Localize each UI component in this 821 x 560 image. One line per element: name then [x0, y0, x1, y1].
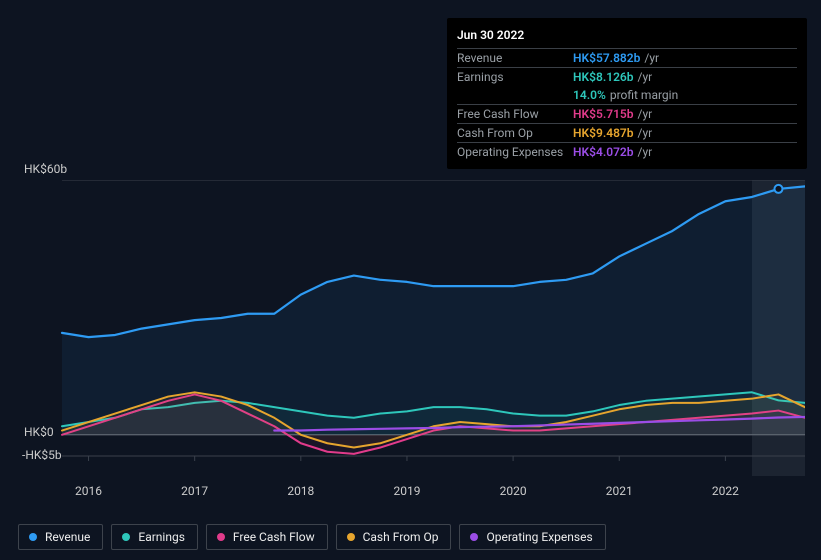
tooltip-row: Operating ExpensesHK$4.072b/yr	[457, 143, 797, 161]
legend-item[interactable]: Operating Expenses	[459, 524, 605, 550]
legend-item[interactable]: Free Cash Flow	[206, 524, 328, 550]
legend-label: Cash From Op	[363, 530, 439, 544]
tooltip-suffix: /yr	[644, 51, 659, 65]
tooltip-date: Jun 30 2022	[457, 24, 797, 48]
tooltip-label: Operating Expenses	[457, 145, 573, 159]
legend-item[interactable]: Revenue	[18, 524, 103, 550]
legend-dot-icon	[29, 533, 37, 541]
y-axis-label-top: HK$60b	[24, 162, 67, 176]
tooltip-suffix: /yr	[638, 107, 653, 121]
legend-item[interactable]: Earnings	[111, 524, 198, 550]
tooltip-value: HK$4.072b	[573, 145, 634, 159]
tooltip-row: Cash From OpHK$9.487b/yr	[457, 124, 797, 142]
legend-label: Earnings	[138, 530, 185, 544]
tooltip-value: HK$9.487b	[573, 126, 634, 140]
x-axis-label: 2022	[712, 484, 739, 498]
x-axis-label: 2016	[75, 484, 102, 498]
x-axis-labels: 2016 2017 2018 2019 2020 2021 2022	[18, 484, 805, 500]
chart-plot[interactable]	[18, 180, 805, 476]
tooltip-label: Earnings	[457, 70, 573, 84]
legend-label: Revenue	[45, 530, 90, 544]
x-axis-label: 2017	[181, 484, 208, 498]
chart-container: Jun 30 2022 RevenueHK$57.882b/yrEarnings…	[0, 0, 821, 560]
legend-dot-icon	[122, 533, 130, 541]
tooltip-label: Revenue	[457, 51, 573, 65]
tooltip-value: HK$57.882b	[573, 51, 640, 65]
legend-dot-icon	[347, 533, 355, 541]
legend-label: Free Cash Flow	[233, 530, 315, 544]
tooltip-suffix: profit margin	[610, 88, 678, 102]
tooltip-row: Free Cash FlowHK$5.715b/yr	[457, 105, 797, 123]
tooltip-suffix: /yr	[638, 145, 653, 159]
data-tooltip: Jun 30 2022 RevenueHK$57.882b/yrEarnings…	[447, 18, 807, 169]
tooltip-label: Free Cash Flow	[457, 107, 573, 121]
tooltip-value: 14.0%	[573, 88, 606, 102]
tooltip-row: 14.0% profit margin	[457, 86, 797, 104]
tooltip-label: Cash From Op	[457, 126, 573, 140]
tooltip-suffix: /yr	[638, 70, 653, 84]
x-axis-label: 2019	[393, 484, 420, 498]
tooltip-row: EarningsHK$8.126b/yr	[457, 68, 797, 86]
legend-label: Operating Expenses	[486, 530, 592, 544]
legend: Revenue Earnings Free Cash Flow Cash From O…	[18, 524, 606, 550]
x-axis-label: 2021	[606, 484, 633, 498]
tooltip-row: RevenueHK$57.882b/yr	[457, 49, 797, 67]
legend-item[interactable]: Cash From Op	[336, 524, 452, 550]
tooltip-value: HK$8.126b	[573, 70, 634, 84]
tooltip-value: HK$5.715b	[573, 107, 634, 121]
x-axis-label: 2018	[287, 484, 314, 498]
legend-dot-icon	[470, 533, 478, 541]
legend-dot-icon	[217, 533, 225, 541]
x-axis-label: 2020	[500, 484, 527, 498]
chart-svg	[18, 180, 805, 476]
tooltip-suffix: /yr	[638, 126, 653, 140]
